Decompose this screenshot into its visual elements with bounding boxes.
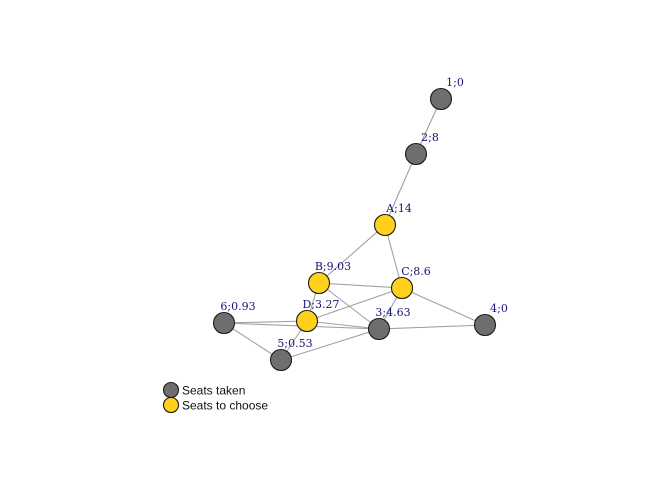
- node-label-D: D;3.27: [302, 298, 339, 311]
- edge-D-6: [223, 320, 308, 324]
- legend-label-choose: Seats to choose: [182, 399, 268, 413]
- node-5: [269, 348, 293, 372]
- node-label-A: A;14: [385, 202, 412, 215]
- node-label-C: C;8.6: [401, 265, 431, 278]
- edge-2-A: [384, 153, 417, 226]
- nodes-layer: [212, 87, 497, 372]
- node-A: [373, 213, 397, 237]
- node-B: [307, 271, 331, 295]
- node-label-3: 3;4.63: [375, 306, 410, 319]
- node-label-2: 2;8: [421, 131, 439, 144]
- edge-3-4: [378, 324, 486, 330]
- node-label-6: 6;0.93: [220, 300, 255, 313]
- edge-C-4: [401, 287, 486, 326]
- node-4: [473, 313, 497, 337]
- edge-C-D: [306, 287, 403, 322]
- node-6: [212, 311, 236, 335]
- edge-B-C: [318, 282, 403, 289]
- node-2: [404, 142, 428, 166]
- node-C: [390, 276, 414, 300]
- node-label-4: 4;0: [490, 302, 508, 315]
- legend-label-taken: Seats taken: [182, 384, 245, 398]
- legend-dot-choose: [162, 396, 180, 414]
- edge-5-3: [280, 328, 380, 361]
- node-D: [295, 309, 319, 333]
- legend-dot-taken: [162, 381, 180, 399]
- node-3: [367, 317, 391, 341]
- node-label-1: 1;0: [446, 76, 464, 89]
- edge-D-3: [306, 320, 380, 330]
- legend: Seats taken Seats to choose: [162, 381, 268, 414]
- labels-layer: 1;0 2;8 A;14 B;9.03 C;8.6 D;3.27 3;4.63 4;0 5;0.…: [220, 76, 507, 350]
- edges-layer: [223, 98, 486, 361]
- node-label-B: B;9.03: [315, 260, 351, 273]
- node-1: [429, 87, 453, 111]
- edge-6-5: [223, 322, 282, 361]
- edge-A-B: [318, 224, 386, 284]
- node-label-5: 5;0.53: [277, 337, 312, 350]
